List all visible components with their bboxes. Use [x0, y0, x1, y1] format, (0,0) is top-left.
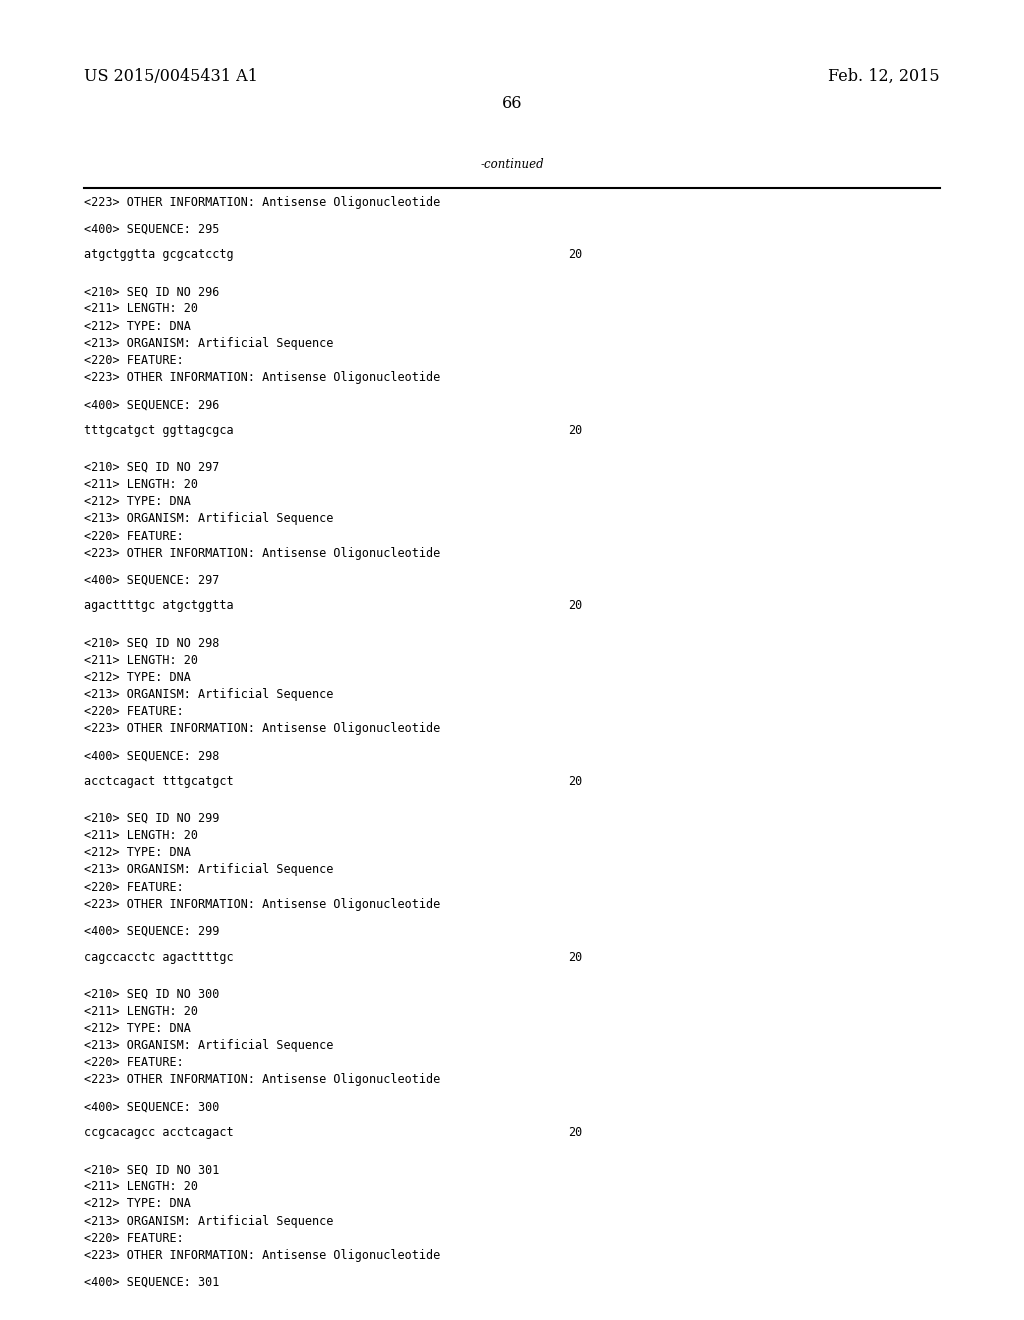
Text: <211> LENGTH: 20: <211> LENGTH: 20	[84, 302, 198, 315]
Text: <213> ORGANISM: Artificial Sequence: <213> ORGANISM: Artificial Sequence	[84, 337, 334, 350]
Text: <400> SEQUENCE: 297: <400> SEQUENCE: 297	[84, 574, 219, 586]
Text: US 2015/0045431 A1: US 2015/0045431 A1	[84, 69, 258, 84]
Text: 20: 20	[568, 775, 583, 788]
Text: <210> SEQ ID NO 301: <210> SEQ ID NO 301	[84, 1163, 219, 1176]
Text: <400> SEQUENCE: 296: <400> SEQUENCE: 296	[84, 399, 219, 412]
Text: <213> ORGANISM: Artificial Sequence: <213> ORGANISM: Artificial Sequence	[84, 1039, 334, 1052]
Text: <210> SEQ ID NO 298: <210> SEQ ID NO 298	[84, 636, 219, 649]
Text: <223> OTHER INFORMATION: Antisense Oligonucleotide: <223> OTHER INFORMATION: Antisense Oligo…	[84, 546, 440, 560]
Text: agacttttgc atgctggtta: agacttttgc atgctggtta	[84, 599, 233, 612]
Text: <211> LENGTH: 20: <211> LENGTH: 20	[84, 829, 198, 842]
Text: <212> TYPE: DNA: <212> TYPE: DNA	[84, 1022, 190, 1035]
Text: cagccacctc agacttttgc: cagccacctc agacttttgc	[84, 950, 233, 964]
Text: <223> OTHER INFORMATION: Antisense Oligonucleotide: <223> OTHER INFORMATION: Antisense Oligo…	[84, 898, 440, 911]
Text: <220> FEATURE:: <220> FEATURE:	[84, 1056, 183, 1069]
Text: tttgcatgct ggttagcgca: tttgcatgct ggttagcgca	[84, 424, 233, 437]
Text: -continued: -continued	[480, 158, 544, 172]
Text: <210> SEQ ID NO 300: <210> SEQ ID NO 300	[84, 987, 219, 1001]
Text: 20: 20	[568, 1126, 583, 1139]
Text: <223> OTHER INFORMATION: Antisense Oligonucleotide: <223> OTHER INFORMATION: Antisense Oligo…	[84, 371, 440, 384]
Text: <213> ORGANISM: Artificial Sequence: <213> ORGANISM: Artificial Sequence	[84, 688, 334, 701]
Text: <220> FEATURE:: <220> FEATURE:	[84, 529, 183, 543]
Text: <210> SEQ ID NO 299: <210> SEQ ID NO 299	[84, 812, 219, 825]
Text: Feb. 12, 2015: Feb. 12, 2015	[828, 69, 940, 84]
Text: <211> LENGTH: 20: <211> LENGTH: 20	[84, 478, 198, 491]
Text: <213> ORGANISM: Artificial Sequence: <213> ORGANISM: Artificial Sequence	[84, 863, 334, 876]
Text: <212> TYPE: DNA: <212> TYPE: DNA	[84, 1197, 190, 1210]
Text: <212> TYPE: DNA: <212> TYPE: DNA	[84, 671, 190, 684]
Text: <220> FEATURE:: <220> FEATURE:	[84, 1232, 183, 1245]
Text: <220> FEATURE:: <220> FEATURE:	[84, 354, 183, 367]
Text: <211> LENGTH: 20: <211> LENGTH: 20	[84, 1180, 198, 1193]
Text: <213> ORGANISM: Artificial Sequence: <213> ORGANISM: Artificial Sequence	[84, 512, 334, 525]
Text: acctcagact tttgcatgct: acctcagact tttgcatgct	[84, 775, 233, 788]
Text: <220> FEATURE:: <220> FEATURE:	[84, 880, 183, 894]
Text: 66: 66	[502, 95, 522, 112]
Text: 20: 20	[568, 599, 583, 612]
Text: <211> LENGTH: 20: <211> LENGTH: 20	[84, 1005, 198, 1018]
Text: <210> SEQ ID NO 296: <210> SEQ ID NO 296	[84, 285, 219, 298]
Text: atgctggtta gcgcatcctg: atgctggtta gcgcatcctg	[84, 248, 233, 261]
Text: <223> OTHER INFORMATION: Antisense Oligonucleotide: <223> OTHER INFORMATION: Antisense Oligo…	[84, 197, 440, 209]
Text: <400> SEQUENCE: 295: <400> SEQUENCE: 295	[84, 223, 219, 235]
Text: 20: 20	[568, 424, 583, 437]
Text: ccgcacagcc acctcagact: ccgcacagcc acctcagact	[84, 1126, 233, 1139]
Text: 20: 20	[568, 248, 583, 261]
Text: <223> OTHER INFORMATION: Antisense Oligonucleotide: <223> OTHER INFORMATION: Antisense Oligo…	[84, 1249, 440, 1262]
Text: <212> TYPE: DNA: <212> TYPE: DNA	[84, 319, 190, 333]
Text: <223> OTHER INFORMATION: Antisense Oligonucleotide: <223> OTHER INFORMATION: Antisense Oligo…	[84, 722, 440, 735]
Text: <211> LENGTH: 20: <211> LENGTH: 20	[84, 653, 198, 667]
Text: <400> SEQUENCE: 299: <400> SEQUENCE: 299	[84, 925, 219, 937]
Text: <212> TYPE: DNA: <212> TYPE: DNA	[84, 495, 190, 508]
Text: 20: 20	[568, 950, 583, 964]
Text: <223> OTHER INFORMATION: Antisense Oligonucleotide: <223> OTHER INFORMATION: Antisense Oligo…	[84, 1073, 440, 1086]
Text: <400> SEQUENCE: 301: <400> SEQUENCE: 301	[84, 1276, 219, 1288]
Text: <212> TYPE: DNA: <212> TYPE: DNA	[84, 846, 190, 859]
Text: <210> SEQ ID NO 297: <210> SEQ ID NO 297	[84, 461, 219, 474]
Text: <400> SEQUENCE: 300: <400> SEQUENCE: 300	[84, 1101, 219, 1114]
Text: <400> SEQUENCE: 298: <400> SEQUENCE: 298	[84, 750, 219, 763]
Text: <220> FEATURE:: <220> FEATURE:	[84, 705, 183, 718]
Text: <213> ORGANISM: Artificial Sequence: <213> ORGANISM: Artificial Sequence	[84, 1214, 334, 1228]
